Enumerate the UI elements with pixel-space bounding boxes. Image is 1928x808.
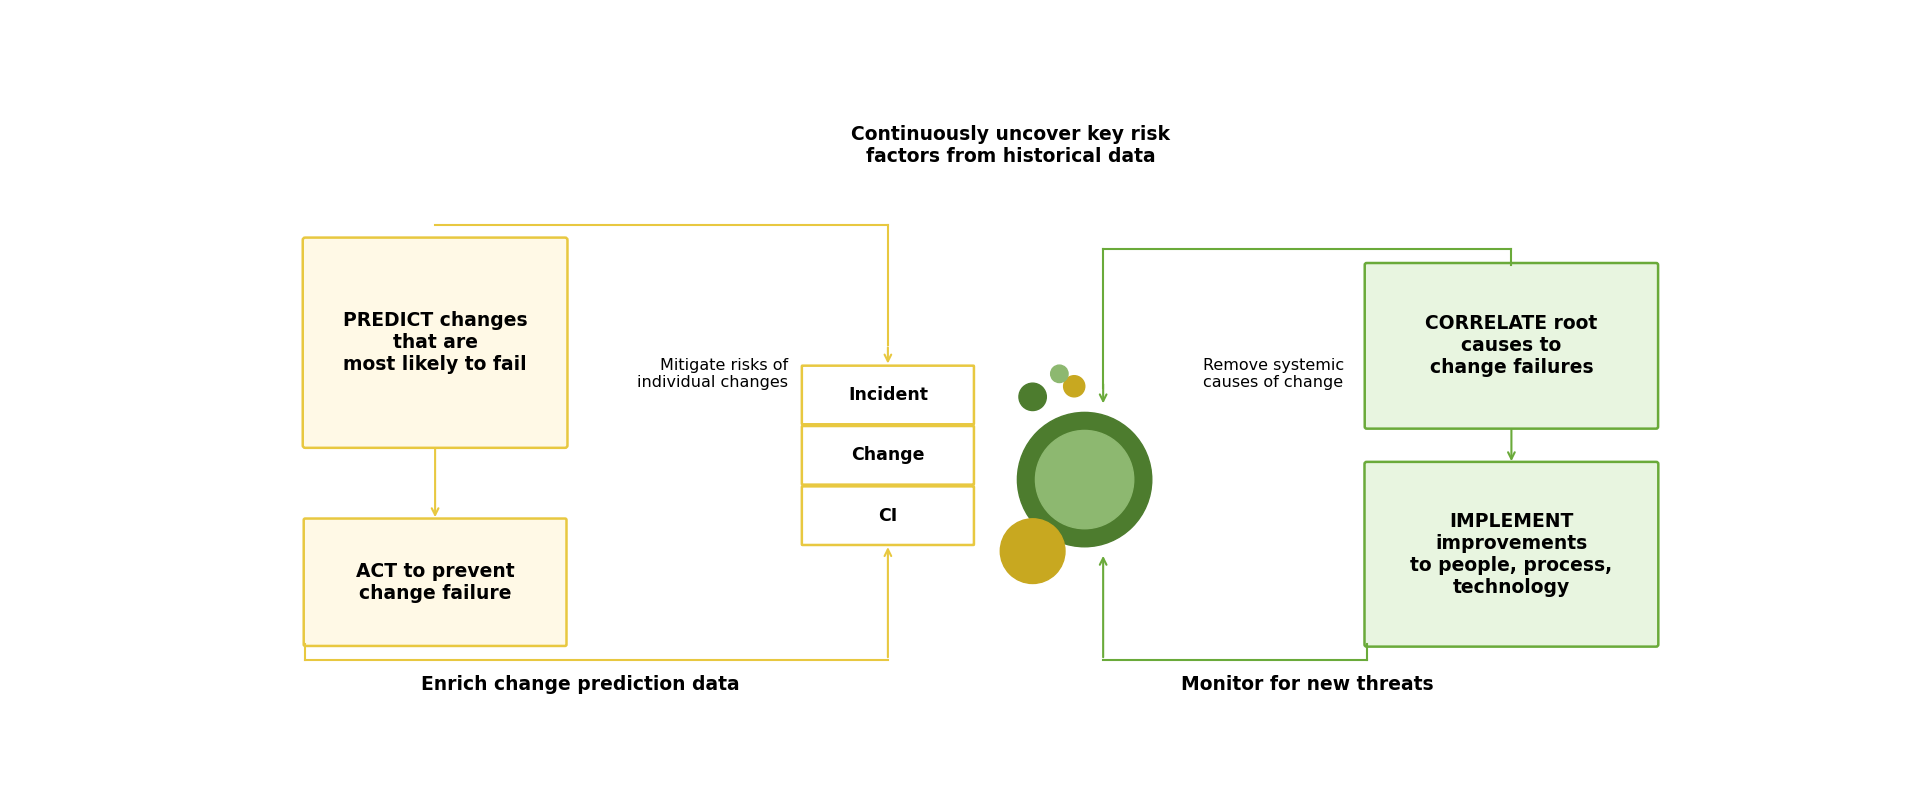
Text: Incident: Incident: [848, 386, 927, 404]
Text: Monitor for new threats: Monitor for new threats: [1182, 675, 1434, 694]
FancyBboxPatch shape: [1365, 263, 1658, 429]
FancyBboxPatch shape: [802, 366, 974, 424]
Text: Enrich change prediction data: Enrich change prediction data: [420, 675, 738, 694]
Circle shape: [1035, 431, 1134, 528]
Text: Change: Change: [850, 446, 925, 465]
Circle shape: [1018, 412, 1151, 547]
Circle shape: [1001, 519, 1064, 583]
Text: IMPLEMENT
improvements
to people, process,
technology: IMPLEMENT improvements to people, proces…: [1411, 511, 1612, 597]
Text: Remove systemic
causes of change: Remove systemic causes of change: [1203, 358, 1344, 390]
Circle shape: [1051, 365, 1068, 382]
Text: PREDICT changes
that are
most likely to fail: PREDICT changes that are most likely to …: [343, 311, 528, 374]
Text: Continuously uncover key risk
factors from historical data: Continuously uncover key risk factors fr…: [850, 125, 1170, 166]
Text: CORRELATE root
causes to
change failures: CORRELATE root causes to change failures: [1425, 314, 1598, 377]
FancyBboxPatch shape: [303, 238, 567, 448]
FancyBboxPatch shape: [1365, 462, 1658, 646]
Circle shape: [1020, 383, 1047, 410]
FancyBboxPatch shape: [305, 519, 567, 646]
FancyBboxPatch shape: [802, 486, 974, 545]
Circle shape: [1064, 376, 1085, 397]
FancyBboxPatch shape: [802, 426, 974, 485]
Text: Mitigate risks of
individual changes: Mitigate risks of individual changes: [636, 358, 789, 390]
Text: ACT to prevent
change failure: ACT to prevent change failure: [357, 562, 515, 603]
Text: CI: CI: [879, 507, 898, 524]
